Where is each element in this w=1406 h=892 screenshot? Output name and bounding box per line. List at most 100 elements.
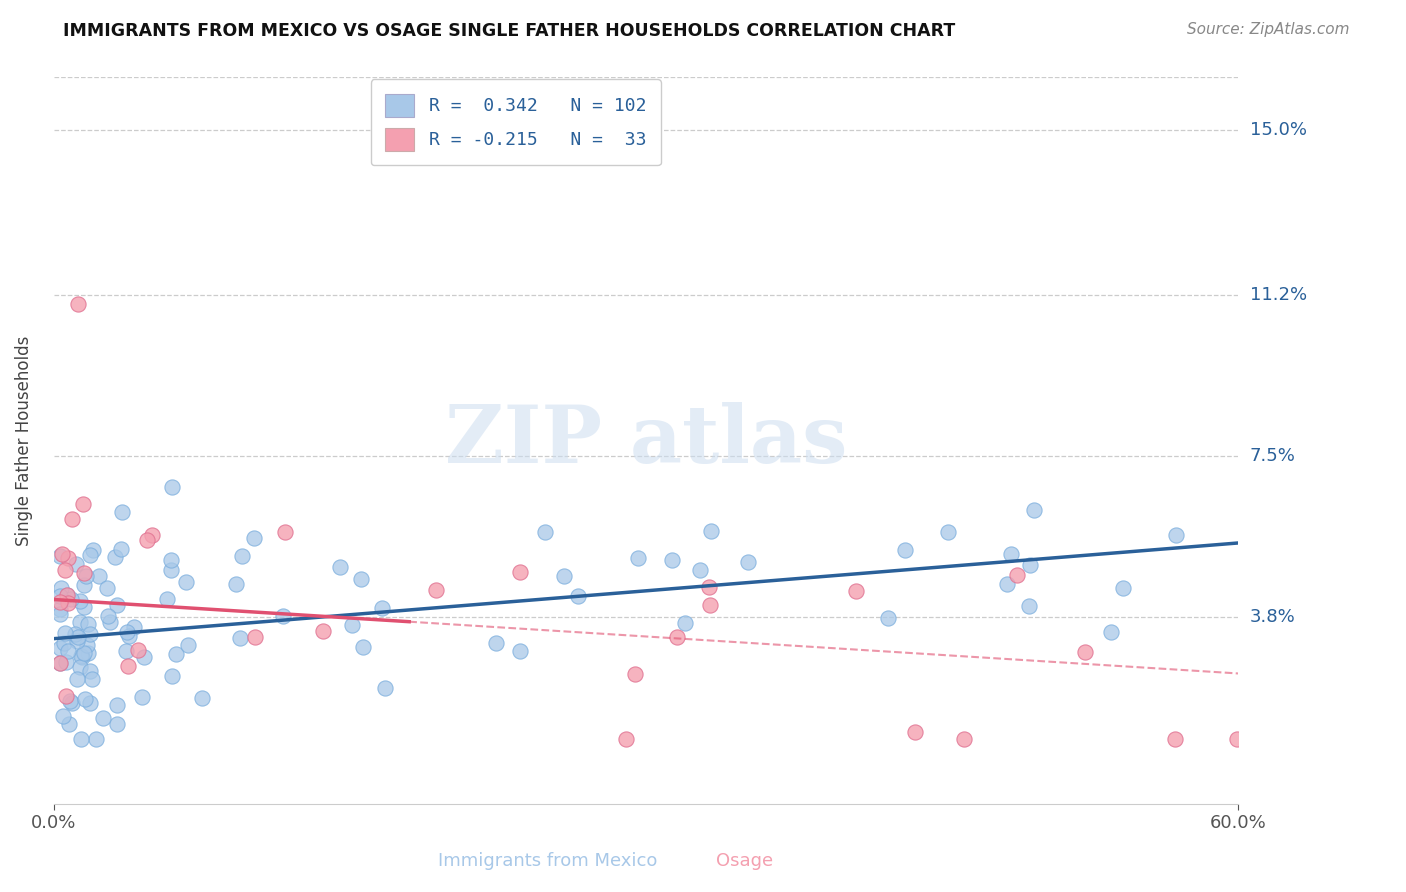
Point [342,617,364,632]
Point [1018,599,1040,613]
Point [877,611,900,625]
Point [1164,527,1187,541]
Point [93,711,115,725]
Point [72,497,94,511]
Point [110,542,132,557]
Point [673,615,696,630]
Point [509,643,531,657]
Point [52,636,75,650]
Point [80,672,103,686]
Point [624,667,647,681]
Point [665,630,688,644]
Point [689,563,711,577]
Point [98,615,121,629]
Point [84,731,107,746]
Point [1022,503,1045,517]
Point [49,595,72,609]
Point [55,655,77,669]
Point [89,569,111,583]
Point [69,594,91,608]
Point [73,600,96,615]
Point [699,598,721,612]
Point [627,551,650,566]
Point [105,698,128,713]
Point [1099,625,1122,640]
Point [117,658,139,673]
Point [191,690,214,705]
Point [174,574,197,589]
Point [953,731,976,746]
Point [72,650,94,665]
Point [79,627,101,641]
Point [49,589,72,603]
Point [65,627,87,641]
Point [49,549,72,564]
Point [77,617,100,632]
Point [509,565,531,579]
Point [77,646,100,660]
Point [65,558,87,572]
Point [893,543,915,558]
Text: 3.8%: 3.8% [1250,608,1295,626]
Point [79,664,101,678]
Point [58,717,80,731]
Legend: R =  0.342   N = 102, R = -0.215   N =  33: R = 0.342 N = 102, R = -0.215 N = 33 [371,79,661,165]
Point [70,731,93,746]
Point [59,693,82,707]
Point [115,644,138,658]
Point [274,525,297,540]
Point [117,629,139,643]
Point [231,549,253,564]
Point [56,596,79,610]
Point [311,624,333,639]
Point [160,552,183,566]
Point [165,648,187,662]
Point [82,543,104,558]
Point [55,588,77,602]
Text: Immigrants from Mexico: Immigrants from Mexico [439,852,658,870]
Text: Source: ZipAtlas.com: Source: ZipAtlas.com [1187,22,1350,37]
Point [162,669,184,683]
Point [1164,731,1187,746]
Point [904,725,927,739]
Point [66,673,89,687]
Text: Osage: Osage [716,852,773,870]
Point [141,527,163,541]
Point [59,592,82,607]
Point [567,589,589,603]
Point [69,615,91,630]
Point [271,608,294,623]
Point [242,531,264,545]
Point [425,582,447,597]
Point [737,555,759,569]
Point [49,640,72,655]
Point [159,563,181,577]
Point [1018,558,1040,572]
Point [58,550,80,565]
Point [66,631,89,645]
Point [1000,547,1022,561]
Point [97,608,120,623]
Y-axis label: Single Father Households: Single Father Households [15,335,32,546]
Point [60,512,83,526]
Point [225,577,247,591]
Point [72,566,94,581]
Point [936,524,959,539]
Point [844,583,866,598]
Point [1112,581,1135,595]
Point [661,552,683,566]
Point [156,592,179,607]
Point [79,548,101,562]
Point [79,696,101,710]
Point [127,642,149,657]
Point [553,568,575,582]
Point [66,296,89,310]
Point [73,692,96,706]
Point [115,624,138,639]
Point [55,689,77,703]
Text: 11.2%: 11.2% [1250,286,1306,304]
Point [245,630,267,644]
Point [697,580,720,594]
Point [229,631,252,645]
Point [1073,645,1095,659]
